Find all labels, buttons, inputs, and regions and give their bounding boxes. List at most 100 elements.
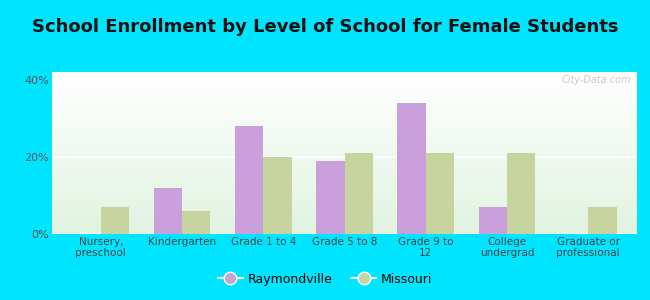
Bar (52, 145, 637, 146)
Bar (52, 164, 637, 166)
Bar (52, 219, 637, 221)
Bar (52, 92, 637, 93)
Bar (52, 168, 637, 169)
Bar (52, 195, 637, 197)
Bar (52, 138, 637, 140)
Bar (52, 179, 637, 181)
Bar (52, 103, 637, 104)
Text: City-Data.com: City-Data.com (562, 75, 631, 85)
Bar (52, 80, 637, 82)
Bar (52, 194, 637, 195)
Bar (52, 227, 637, 229)
Bar (52, 177, 637, 179)
Bar (52, 214, 637, 216)
Bar (52, 114, 637, 116)
Bar (52, 171, 637, 172)
Bar (52, 148, 637, 150)
Bar (52, 223, 637, 224)
Bar (52, 79, 637, 80)
Bar (588, 207, 617, 234)
Bar (52, 77, 637, 79)
Bar (52, 125, 637, 127)
Bar (52, 137, 637, 138)
Bar (52, 85, 637, 87)
Bar (52, 129, 637, 130)
Bar (316, 161, 344, 234)
Bar (52, 160, 637, 161)
Bar (52, 96, 637, 98)
Bar (52, 189, 637, 190)
Bar (52, 130, 637, 132)
Bar (52, 208, 637, 210)
Bar (52, 172, 637, 174)
Bar (52, 197, 637, 198)
Bar (52, 119, 637, 121)
Bar (52, 187, 637, 189)
Bar (52, 112, 637, 114)
Bar (52, 93, 637, 95)
Bar (52, 153, 637, 154)
Bar (52, 181, 637, 182)
Bar (426, 153, 454, 234)
Bar (52, 135, 637, 137)
Bar (52, 224, 637, 226)
Bar (52, 210, 637, 211)
Bar (52, 213, 637, 214)
Bar (478, 207, 507, 234)
Bar (52, 143, 637, 145)
Bar (52, 176, 637, 177)
Bar (52, 106, 637, 108)
Bar (52, 104, 637, 106)
Bar (52, 140, 637, 142)
Bar (52, 146, 637, 148)
Bar (52, 169, 637, 171)
Bar (52, 116, 637, 117)
Bar (52, 229, 637, 231)
Bar (52, 90, 637, 92)
Bar (52, 98, 637, 100)
Bar (52, 192, 637, 194)
Bar (52, 182, 637, 184)
Bar (52, 206, 637, 208)
Bar (52, 142, 637, 143)
Bar (153, 188, 182, 234)
Text: School Enrollment by Level of School for Female Students: School Enrollment by Level of School for… (32, 18, 618, 36)
Bar (52, 211, 637, 213)
Bar (52, 122, 637, 124)
Bar (182, 211, 211, 234)
Bar (52, 231, 637, 233)
Bar (52, 203, 637, 205)
Bar (52, 83, 637, 85)
Bar (52, 95, 637, 96)
Bar (52, 152, 637, 153)
Bar (101, 207, 129, 234)
Bar (52, 109, 637, 111)
Bar (52, 226, 637, 227)
Bar (52, 161, 637, 163)
Bar (52, 121, 637, 122)
Bar (52, 132, 637, 134)
Bar (52, 101, 637, 103)
Bar (52, 232, 637, 234)
Bar (263, 157, 292, 234)
Bar (52, 72, 637, 74)
Bar (52, 74, 637, 75)
Bar (52, 134, 637, 135)
Bar (344, 153, 373, 234)
Bar (52, 127, 637, 129)
Bar (52, 82, 637, 83)
Bar (397, 103, 426, 234)
Bar (52, 190, 637, 192)
Bar (52, 174, 637, 176)
Bar (52, 108, 637, 109)
Bar (52, 158, 637, 160)
Bar (52, 117, 637, 119)
Bar (52, 184, 637, 185)
Bar (52, 221, 637, 223)
Bar (52, 100, 637, 101)
Bar (52, 150, 637, 152)
Bar (52, 163, 637, 164)
Bar (52, 166, 637, 168)
Bar (52, 200, 637, 202)
Bar (52, 156, 637, 158)
